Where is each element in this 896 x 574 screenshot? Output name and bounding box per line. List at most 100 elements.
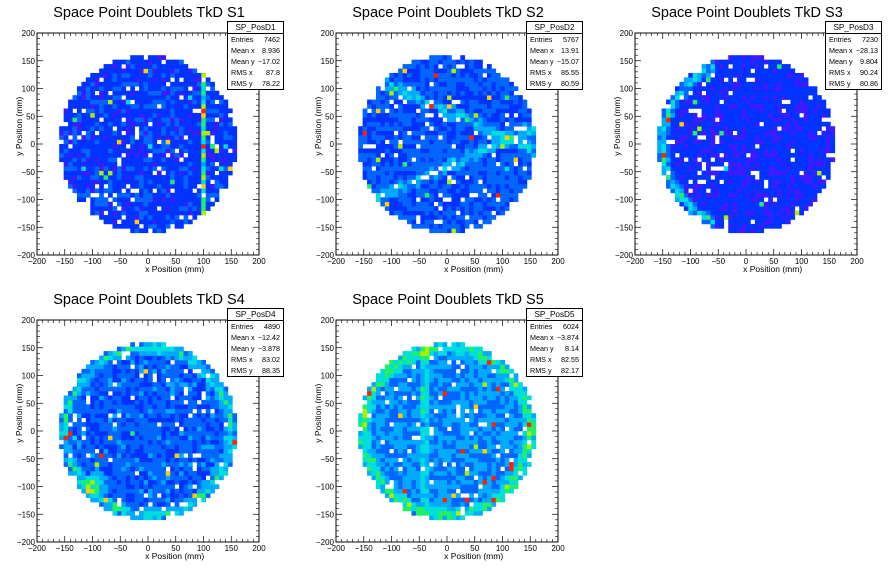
bin-cell — [750, 112, 756, 118]
bin-cell — [697, 175, 702, 180]
bin-cell — [81, 170, 87, 176]
bin-cell — [728, 215, 733, 220]
bin-cell — [161, 444, 167, 450]
bin-cell — [72, 408, 78, 414]
bin-cell — [447, 108, 452, 114]
bin-cell — [688, 152, 694, 158]
bin-cell — [179, 90, 184, 96]
bin-cell — [737, 201, 742, 207]
bin-cell — [380, 108, 386, 114]
bin-cell — [99, 201, 104, 207]
bin-cell — [63, 126, 69, 131]
bin-cell — [152, 183, 158, 189]
bin-cell — [812, 148, 818, 154]
bin-cell — [375, 192, 381, 198]
stats-value: 5767 — [563, 35, 579, 44]
bin-cell — [161, 117, 167, 123]
bin-cell — [81, 488, 87, 494]
bin-cell — [116, 86, 122, 92]
bin-cell — [125, 479, 131, 485]
bin-cell — [402, 188, 408, 194]
bin-cell — [500, 95, 506, 100]
bin-cell — [473, 117, 479, 123]
bin-cell — [790, 81, 796, 87]
bin-cell — [785, 95, 791, 100]
bin-cell — [398, 201, 403, 207]
bin-cell — [125, 373, 131, 379]
bin-cell — [393, 135, 399, 140]
bin-cell — [116, 391, 122, 396]
bin-cell — [94, 210, 100, 216]
bin-cell — [192, 68, 198, 74]
bin-cell — [108, 470, 113, 476]
bin-cell — [486, 104, 492, 109]
bin-cell — [210, 81, 215, 87]
bin-cell — [750, 148, 756, 154]
bin-cell — [706, 152, 711, 158]
bin-cell — [121, 206, 127, 211]
bin-cell — [464, 126, 470, 131]
bin-cell — [116, 183, 122, 189]
bin-cell — [759, 197, 765, 203]
bin-cell — [170, 148, 175, 154]
bin-cell — [130, 404, 135, 410]
y-tick-label: 50 — [624, 112, 633, 121]
bin-cell — [486, 72, 492, 78]
bin-cell — [451, 117, 457, 123]
bin-cell — [455, 166, 461, 171]
bin-cell — [750, 117, 756, 123]
bin-cell — [170, 368, 175, 374]
bin-cell — [116, 417, 122, 423]
bin-cell — [99, 417, 104, 423]
bin-cell — [714, 144, 720, 149]
bin-cell — [72, 95, 78, 100]
bin-cell — [513, 175, 519, 180]
bin-cell — [174, 197, 180, 203]
bin-cell — [799, 210, 805, 216]
bin-cell — [103, 408, 109, 414]
bin-cell — [152, 355, 158, 361]
bin-cell — [108, 466, 113, 472]
bin-cell — [478, 72, 483, 78]
bin-cell — [817, 99, 822, 105]
bin-cell — [455, 201, 461, 207]
bin-cell — [666, 152, 671, 158]
bin-cell — [772, 152, 778, 158]
bin-cell — [108, 444, 113, 450]
bin-cell — [509, 126, 514, 131]
bin-cell — [358, 130, 363, 136]
bin-cell — [460, 183, 466, 189]
bin-cell — [63, 112, 69, 118]
bin-cell — [384, 161, 390, 167]
bin-cell — [495, 148, 501, 154]
bin-cell — [201, 170, 207, 176]
bin-cell — [134, 448, 140, 454]
bin-cell — [81, 466, 87, 472]
bin-cell — [670, 144, 676, 149]
bin-cell — [799, 95, 805, 100]
bin-cell — [85, 126, 91, 131]
bin-cell — [674, 112, 680, 118]
bin-cell — [139, 108, 144, 114]
bin-cell — [63, 130, 69, 136]
y-tick-label: 0 — [330, 140, 335, 149]
bin-cell — [90, 488, 96, 494]
bin-cell — [746, 188, 751, 194]
bin-cell — [170, 417, 175, 423]
bin-cell — [112, 152, 118, 158]
bin-cell — [469, 95, 474, 100]
bin-cell — [723, 215, 729, 220]
bin-cell — [772, 175, 778, 180]
bin-cell — [161, 470, 167, 476]
bin-cell — [371, 139, 377, 145]
bin-cell — [152, 152, 158, 158]
bin-cell — [143, 426, 149, 432]
bin-cell — [152, 219, 158, 225]
bin-cell — [108, 77, 113, 83]
bin-cell — [90, 144, 96, 149]
bin-cell — [201, 148, 207, 154]
bin-cell — [121, 497, 127, 503]
bin-cell — [63, 144, 69, 149]
bin-cell — [785, 104, 791, 109]
bin-cell — [99, 359, 104, 365]
